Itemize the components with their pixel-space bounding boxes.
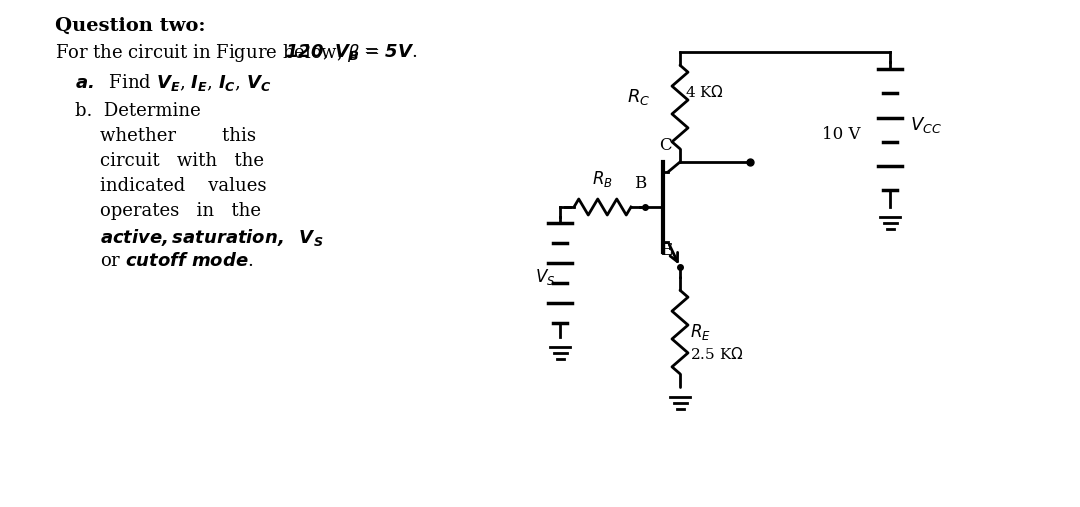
Text: $R_E$: $R_E$ (690, 322, 711, 342)
Text: B: B (634, 175, 646, 192)
Text: 4 K$\Omega$: 4 K$\Omega$ (685, 84, 724, 100)
Text: $\bfit{120}$, $\bfit{V_B}$ = $\bfit{5V}$.: $\bfit{120}$, $\bfit{V_B}$ = $\bfit{5V}$… (285, 42, 417, 62)
Text: 2.5 K$\Omega$: 2.5 K$\Omega$ (690, 346, 744, 362)
Text: $\bfit{a.}$  Find $\bfit{V_E}$, $\bfit{I_E}$, $\bfit{I_C}$, $\bfit{V_C}$: $\bfit{a.}$ Find $\bfit{V_E}$, $\bfit{I_… (75, 72, 271, 93)
Text: For the circuit in Figure below, $\beta$ =: For the circuit in Figure below, $\beta$… (55, 42, 382, 64)
Text: 10 V: 10 V (822, 126, 860, 143)
Text: $R_B$: $R_B$ (592, 169, 613, 189)
Text: C: C (660, 137, 672, 154)
Text: whether        this: whether this (100, 127, 256, 145)
Text: circuit   with   the: circuit with the (100, 152, 264, 170)
Text: E: E (660, 242, 672, 259)
Text: $R_C$: $R_C$ (626, 87, 650, 107)
Text: $\bfit{active, saturation,}$  $\bfit{V_S}$: $\bfit{active, saturation,}$ $\bfit{V_S}… (100, 227, 323, 248)
Text: Question two:: Question two: (55, 17, 205, 35)
Text: or $\bfit{cutoff\ mode}$.: or $\bfit{cutoff\ mode}$. (100, 252, 254, 270)
Text: $V_{CC}$: $V_{CC}$ (910, 115, 942, 134)
Text: b.  Determine: b. Determine (75, 102, 201, 120)
Text: indicated    values: indicated values (100, 177, 267, 195)
Text: $V_S$: $V_S$ (535, 267, 555, 287)
Text: operates   in   the: operates in the (100, 202, 261, 220)
